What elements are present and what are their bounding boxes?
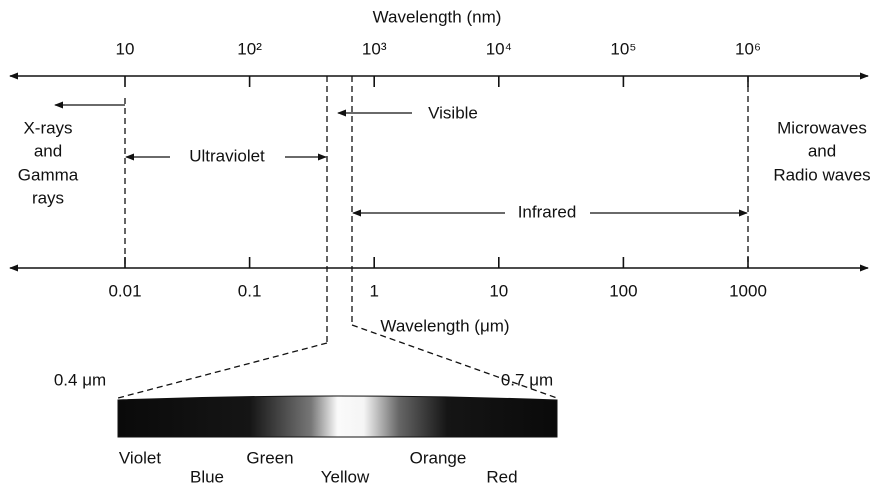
bottom-ticks: 0.01 0.1 1 10 100 1000 [108,257,767,300]
region-label: Infrared [518,202,577,221]
top-axis-title: Wavelength (nm) [373,7,502,26]
region-label: X-rays [23,118,72,137]
region-label: Gamma [18,165,79,184]
tick-label: 100 [609,281,637,300]
bottom-axis-title: Wavelength (μm) [380,316,509,335]
spectrum-edge-label: 0.4 μm [54,370,106,389]
spectrum-edge-label: 0.7 μm [501,370,553,389]
color-label: Yellow [321,467,370,486]
tick-label: 10⁶ [735,39,761,58]
color-label: Green [246,448,293,467]
tick-label: 0.01 [108,281,141,300]
color-label: Blue [190,467,224,486]
tick-label: 0.1 [238,281,262,300]
color-label: Orange [410,448,467,467]
region-label: and [808,141,836,160]
tick-label: 10 [116,39,135,58]
tick-label: 1000 [729,281,767,300]
zoom-line [117,342,328,399]
spectrum-bar [117,395,558,438]
region-label: and [34,141,62,160]
region-label: Radio waves [773,165,870,184]
tick-label: 10 [489,281,508,300]
tick-label: 10⁵ [610,39,636,58]
top-ticks: 10 10² 10³ 10⁴ 10⁵ 10⁶ [116,39,761,87]
region-label: rays [32,188,64,207]
color-label: Violet [119,448,161,467]
tick-label: 1 [369,281,378,300]
region-label: Ultraviolet [189,146,265,165]
color-label: Red [486,467,517,486]
zoom-line [351,324,558,399]
tick-label: 10³ [362,39,387,58]
tick-label: 10² [237,39,262,58]
region-label: Visible [428,103,478,122]
region-label: Microwaves [777,118,867,137]
tick-label: 10⁴ [486,39,512,58]
